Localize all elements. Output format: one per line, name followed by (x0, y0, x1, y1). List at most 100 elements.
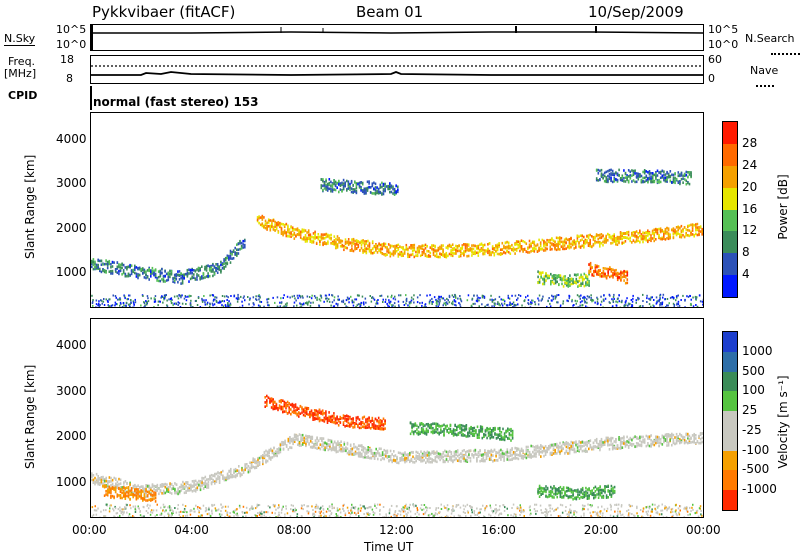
heatmap-cell (621, 446, 624, 449)
heatmap-cell (528, 246, 531, 249)
heatmap-cell (280, 232, 283, 235)
heatmap-cell (426, 458, 429, 461)
heatmap-cell (619, 234, 622, 238)
heatmap-cell (459, 305, 462, 308)
heatmap-cell (692, 296, 694, 299)
heatmap-cell (157, 275, 160, 279)
heatmap-cell (103, 262, 106, 266)
heatmap-cell (637, 232, 639, 235)
heatmap-cell (646, 294, 648, 297)
heatmap-cell (100, 478, 103, 482)
heatmap-cell (257, 295, 260, 298)
heatmap-cell (260, 301, 263, 303)
heatmap-cell (564, 451, 566, 455)
heatmap-cell (214, 474, 216, 478)
heatmap-cell (485, 454, 488, 457)
heatmap-cell (669, 235, 671, 238)
heatmap-cell (113, 485, 115, 489)
heatmap-cell (688, 234, 691, 238)
heatmap-cell (339, 241, 342, 244)
heatmap-cell (99, 259, 101, 263)
heatmap-cell (196, 278, 198, 281)
heatmap-cell (600, 300, 603, 303)
heatmap-cell (146, 295, 149, 298)
heatmap-cell (570, 242, 572, 246)
heatmap-cell (509, 246, 512, 250)
heatmap-cell (538, 451, 540, 454)
heatmap-cell (585, 281, 587, 284)
heatmap-cell (175, 274, 178, 278)
heatmap-cell (213, 265, 216, 268)
heatmap-cell (356, 304, 358, 307)
heatmap-cell (102, 269, 104, 273)
heatmap-cell (448, 301, 451, 304)
heatmap-cell (182, 487, 184, 490)
heatmap-cell (256, 218, 259, 222)
heatmap-cell (400, 250, 403, 254)
heatmap-cell (608, 168, 611, 172)
heatmap-cell (132, 486, 135, 490)
heatmap-cell (342, 178, 345, 182)
heatmap-cell (497, 301, 499, 304)
heatmap-cell (591, 299, 594, 302)
heatmap-cell (362, 456, 365, 459)
heatmap-cell (499, 304, 501, 307)
heatmap-cell (191, 275, 193, 278)
heatmap-cell (549, 241, 552, 245)
heatmap-cell (389, 246, 392, 249)
heatmap-cell (310, 297, 313, 300)
heatmap-cell (373, 251, 376, 254)
heatmap-cell (173, 281, 176, 284)
heatmap-cell (241, 466, 243, 470)
heatmap-cell (225, 305, 227, 308)
heatmap-cell (350, 181, 353, 184)
heatmap-cell (437, 300, 439, 303)
heatmap-cell (667, 232, 670, 235)
heatmap-cell (571, 300, 573, 303)
heatmap-cell (540, 455, 542, 458)
heatmap-cell (426, 244, 428, 248)
heatmap-cell (373, 298, 376, 301)
heatmap-cell (658, 299, 661, 301)
heatmap-cell (669, 170, 672, 173)
heatmap-cell (259, 296, 261, 299)
heatmap-cell (369, 186, 372, 189)
heatmap-cell (578, 245, 580, 248)
heatmap-cell (661, 174, 664, 178)
heatmap-cell (193, 269, 195, 272)
heatmap-cell (137, 274, 139, 278)
heatmap-cell (270, 447, 272, 451)
heatmap-cell (503, 455, 505, 459)
heatmap-cell (177, 270, 179, 273)
heatmap-cell (99, 269, 101, 273)
heatmap-cell (329, 443, 331, 446)
heatmap-cell (618, 300, 621, 303)
heatmap-cell (551, 274, 554, 278)
heatmap-cell (663, 233, 665, 236)
heatmap-cell (354, 298, 356, 301)
heatmap-cell (457, 297, 459, 300)
heatmap-cell (477, 254, 480, 257)
heatmap-cell (355, 247, 358, 250)
heatmap-cell (366, 187, 369, 191)
heatmap-cell (514, 454, 516, 458)
heatmap-cell (451, 254, 454, 258)
heatmap-cell (525, 452, 528, 456)
heatmap-cell (391, 252, 393, 256)
heatmap-cell (381, 193, 383, 196)
heatmap-cell (495, 451, 497, 454)
heatmap-cell (130, 270, 133, 273)
heatmap-cell (341, 447, 344, 451)
heatmap-cell (362, 448, 365, 451)
heatmap-cell (554, 276, 557, 280)
heatmap-cell (618, 241, 620, 245)
heatmap-cell (140, 269, 142, 273)
heatmap-cell (399, 459, 401, 462)
heatmap-cell (407, 253, 409, 256)
heatmap-cell (320, 184, 323, 187)
heatmap-cell (624, 301, 627, 304)
heatmap-cell (368, 247, 371, 251)
heatmap-cell (194, 487, 197, 491)
heatmap-cell (301, 230, 304, 234)
heatmap-cell (603, 443, 606, 446)
